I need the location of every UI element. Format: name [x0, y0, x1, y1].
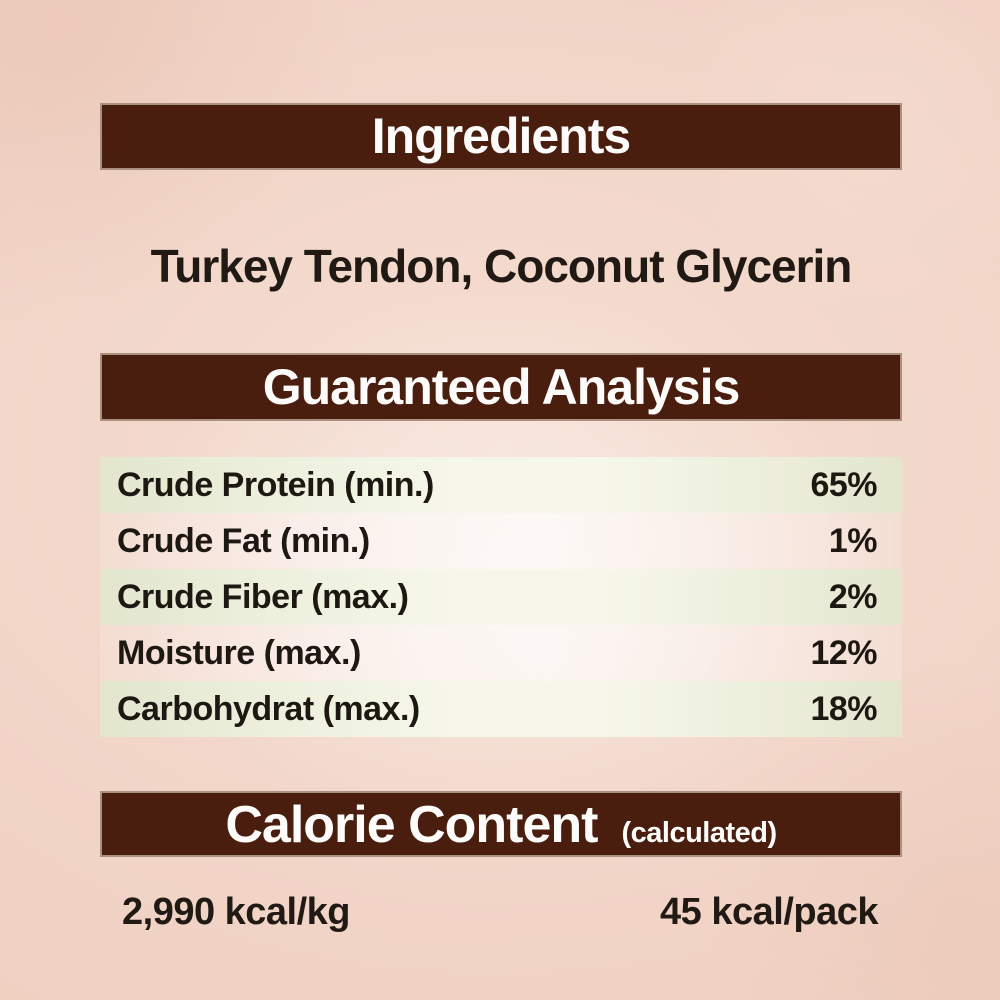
- calorie-content-title: Calorie Content: [225, 796, 598, 854]
- calorie-content-header-bar: Calorie Content (calculated): [100, 791, 902, 857]
- ingredients-title: Ingredients: [371, 108, 631, 164]
- calorie-values-row: 2,990 kcal/kg 45 kcal/pack: [100, 884, 902, 940]
- ingredients-header-bar: Ingredients: [100, 103, 902, 170]
- nutrient-value: 65%: [810, 465, 877, 504]
- table-row: Carbohydrat (max.) 18%: [100, 681, 902, 737]
- table-row: Moisture (max.) 12%: [100, 625, 902, 681]
- table-row: Crude Protein (min.) 65%: [100, 457, 902, 513]
- nutrient-value: 2%: [828, 577, 878, 616]
- calories-per-pack: 45 kcal/pack: [660, 890, 878, 933]
- guaranteed-analysis-table: Crude Protein (min.) 65% Crude Fat (min.…: [100, 457, 902, 737]
- calories-per-kg: 2,990 kcal/kg: [122, 890, 351, 933]
- table-row: Crude Fiber (max.) 2%: [100, 569, 902, 625]
- guaranteed-analysis-title: Guaranteed Analysis: [262, 358, 741, 415]
- nutrient-label: Crude Fiber (max.): [117, 577, 409, 616]
- nutrient-label: Crude Protein (min.): [117, 465, 434, 504]
- guaranteed-analysis-header-bar: Guaranteed Analysis: [100, 353, 902, 421]
- nutrient-value: 18%: [810, 689, 877, 728]
- ingredients-list: Turkey Tendon, Coconut Glycerin: [150, 240, 853, 292]
- table-row: Crude Fat (min.) 1%: [100, 513, 902, 569]
- nutrient-value: 1%: [828, 521, 878, 560]
- nutrient-value: 12%: [810, 633, 877, 672]
- nutrient-label: Carbohydrat (max.): [117, 689, 420, 728]
- nutrient-label: Moisture (max.): [117, 633, 361, 672]
- calorie-content-subtitle: (calculated): [621, 817, 777, 849]
- nutrient-label: Crude Fat (min.): [117, 521, 370, 560]
